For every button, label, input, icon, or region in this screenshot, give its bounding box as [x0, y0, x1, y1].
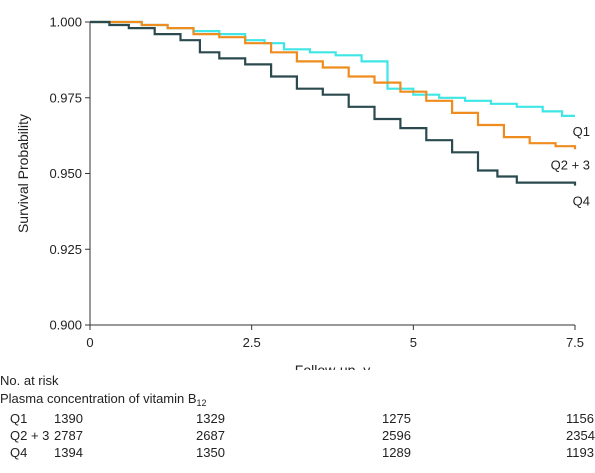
risk-table-cell: 2687 [196, 428, 225, 443]
risk-table-group-label: Q4 [10, 445, 28, 460]
y-tick-label: 1.000 [49, 15, 82, 30]
y-tick-label: 0.950 [49, 166, 82, 181]
risk-table-cell: 2787 [54, 428, 83, 443]
risk-table-subtitle-subscript: 12 [196, 398, 207, 408]
series-label: Q2 + 3 [551, 157, 590, 172]
risk-table-cell: 1156 [566, 411, 594, 426]
risk-table-row: Q1 1390 1329 1275 1156 [0, 410, 595, 427]
series-labels: Q1 Q2 + 3 Q4 [551, 124, 590, 209]
risk-table-cell: 2354 [566, 428, 595, 443]
risk-table-title: No. at risk [0, 373, 59, 388]
x-tick-label: 7.5 [566, 335, 584, 350]
risk-table-cell: 1289 [382, 445, 411, 460]
risk-table-cell: 1275 [382, 411, 411, 426]
y-tick-label: 0.900 [49, 318, 82, 333]
risk-table-subtitle-text: Plasma concentration of vitamin B [0, 391, 197, 406]
risk-table-cell: 1394 [54, 445, 83, 460]
x-axis: 0 2.5 5 7.5 [86, 324, 584, 350]
series-line-1 [90, 20, 575, 117]
risk-table-cell: 1329 [196, 411, 225, 426]
risk-table-cell: 1390 [54, 411, 83, 426]
x-tick-label: 0 [86, 335, 93, 350]
risk-table: No. at risk Plasma concentration of vita… [0, 370, 595, 473]
risk-table-group-label: Q1 [10, 411, 28, 426]
y-tick-label: 0.925 [49, 242, 82, 257]
risk-table-row: Q2 + 3 2787 2687 2596 2354 [0, 427, 595, 444]
risk-table-subtitle: Plasma concentration of vitamin B12 [0, 390, 207, 408]
series-label: Q4 [573, 194, 590, 209]
y-tick-label: 0.975 [49, 90, 82, 105]
series-line-2 [90, 20, 577, 150]
y-axis-title: Survival Probability [15, 114, 31, 233]
x-tick-label: 5 [410, 335, 417, 350]
x-axis-title: Follow-up, y [295, 362, 370, 370]
survival-chart: 0.900 0.925 0.950 0.975 1.000 0 2.5 5 7.5 Q1 Q2 … [15, 15, 590, 371]
series-line-3 [90, 20, 577, 186]
risk-table-cell: 1193 [566, 445, 594, 460]
y-axis: 0.900 0.925 0.950 0.975 1.000 [49, 15, 91, 333]
series-label: Q1 [573, 124, 590, 139]
risk-table-group-label: Q2 + 3 [10, 428, 50, 443]
risk-table-cell: 1350 [196, 445, 225, 460]
risk-table-cell: 2596 [382, 428, 411, 443]
series-lines [90, 20, 577, 186]
x-tick-label: 2.5 [243, 335, 261, 350]
risk-table-row: Q4 1394 1350 1289 1193 [0, 444, 595, 461]
